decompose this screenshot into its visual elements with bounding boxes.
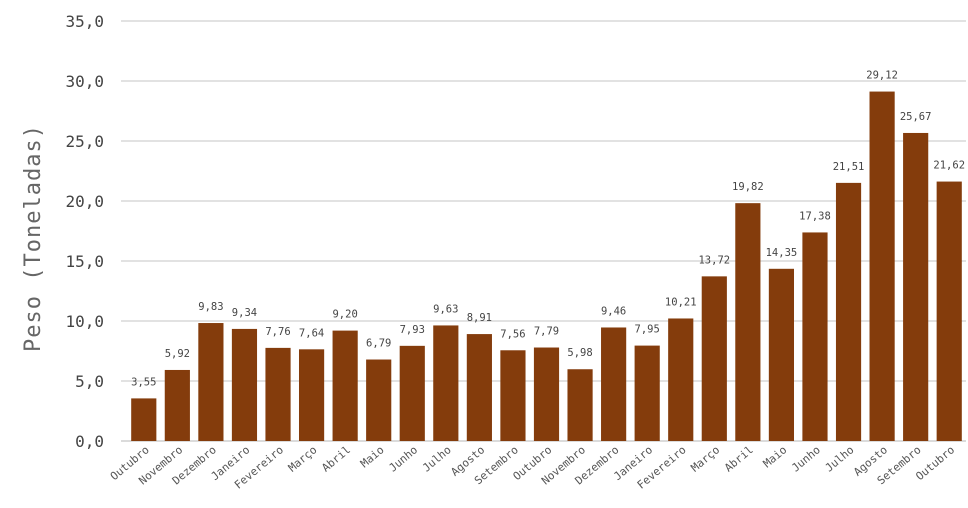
data-label: 5,98 (567, 347, 592, 359)
bar (265, 347, 291, 441)
x-tick-label: Junho (789, 443, 823, 474)
data-label: 21,62 (933, 160, 965, 172)
bar (399, 345, 425, 441)
x-tick-label: Março (286, 443, 320, 474)
bar (835, 182, 862, 441)
data-label: 19,82 (732, 181, 764, 193)
y-axis-title: Peso (Toneladas) (21, 124, 46, 352)
x-tick-label: Abril (722, 443, 756, 474)
bar (768, 268, 795, 441)
data-label: 7,93 (400, 324, 425, 336)
bar (298, 349, 325, 441)
y-tick-label: 15,0 (65, 252, 104, 271)
data-label: 9,83 (198, 301, 223, 313)
data-label: 7,95 (635, 324, 660, 336)
y-axis-ticks: 0,0 5,0 10,0 15,0 20,0 25,0 30,0 35,0 (65, 12, 104, 451)
x-tick-label: Maio (761, 443, 790, 470)
y-tick-label: 20,0 (65, 192, 104, 211)
data-label: 21,51 (833, 161, 865, 173)
bar (533, 347, 560, 441)
data-label: 7,56 (500, 328, 525, 340)
data-labels: 3,55 5,92 9,83 9,34 7,76 7,64 9,20 6,79 7,93 9,63… (131, 70, 965, 389)
y-tick-label: 35,0 (65, 12, 104, 31)
y-tick-label: 0,0 (75, 432, 104, 451)
data-label: 25,67 (900, 111, 932, 123)
y-tick-label: 5,0 (75, 372, 104, 391)
data-label: 8,91 (467, 312, 492, 324)
bar (869, 91, 895, 441)
x-tick-label: Junho (386, 443, 420, 474)
x-tick-label: Abril (319, 443, 353, 474)
y-tick-label: 25,0 (65, 132, 104, 151)
bar (332, 330, 358, 441)
x-tick-label: Maio (358, 443, 387, 470)
data-label: 7,64 (299, 327, 324, 339)
bar (735, 203, 761, 441)
data-label: 3,55 (131, 376, 156, 388)
data-label: 5,92 (165, 348, 190, 360)
bar (164, 369, 190, 441)
data-label: 17,38 (799, 210, 831, 222)
bar (936, 181, 962, 441)
data-label: 9,46 (601, 305, 626, 317)
bar (701, 276, 727, 441)
data-label: 7,79 (534, 326, 559, 338)
data-label: 29,12 (866, 70, 898, 82)
bar (567, 369, 593, 441)
bar (366, 359, 392, 441)
bars (131, 91, 962, 441)
bar (634, 345, 660, 441)
bar (433, 325, 459, 441)
data-label: 7,76 (265, 326, 290, 338)
bar (903, 132, 929, 441)
data-label: 9,34 (232, 307, 257, 319)
gridlines (121, 20, 966, 442)
data-label: 10,21 (665, 296, 697, 308)
data-label: 14,35 (766, 247, 798, 259)
bar (802, 232, 828, 441)
bar (601, 327, 627, 441)
data-label: 6,79 (366, 338, 391, 350)
bar (500, 350, 526, 441)
data-label: 9,63 (433, 303, 458, 315)
bar (231, 328, 258, 441)
bar (668, 318, 694, 441)
data-label: 13,72 (698, 254, 730, 266)
data-label: 9,20 (332, 309, 357, 321)
bar (466, 334, 492, 441)
bar (131, 398, 157, 441)
x-tick-label: Março (688, 443, 722, 474)
y-tick-label: 10,0 (65, 312, 104, 331)
bar (198, 323, 224, 441)
y-tick-label: 30,0 (65, 72, 104, 91)
